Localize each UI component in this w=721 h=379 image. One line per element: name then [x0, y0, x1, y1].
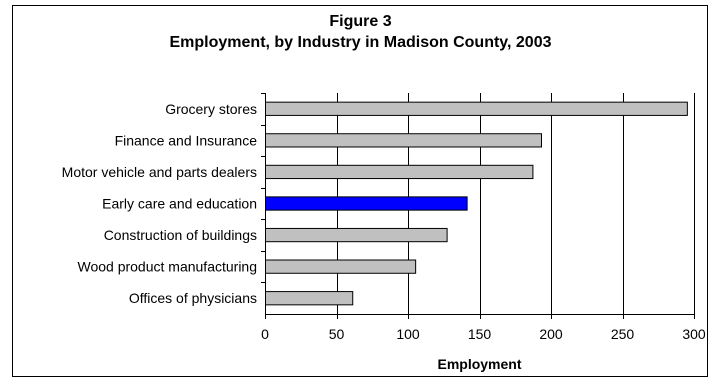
- x-tick-label: 150: [468, 326, 492, 342]
- category-label: Grocery stores: [165, 101, 257, 117]
- category-labels: Grocery stores Finance and Insurance Motor…: [62, 101, 258, 306]
- x-tick-label: 200: [539, 326, 563, 342]
- bar-finance-and-insurance: [265, 133, 542, 148]
- category-label: Wood product manufacturing: [77, 259, 257, 275]
- x-tick-label: 50: [329, 326, 345, 342]
- category-label: Early care and education: [102, 196, 257, 212]
- category-label: Construction of buildings: [104, 227, 257, 243]
- x-tick-label: 0: [261, 326, 269, 342]
- gridlines: [337, 93, 695, 314]
- category-label: Motor vehicle and parts dealers: [62, 164, 257, 180]
- bar-motor-vehicle-and-parts-dealers: [265, 164, 534, 180]
- figure-label: Figure 3: [329, 13, 392, 30]
- bar-wood-product-manufacturing: [265, 259, 417, 274]
- axes: [261, 93, 695, 319]
- category-label: Offices of physicians: [129, 290, 257, 306]
- bar-offices-of-physicians: [265, 291, 354, 306]
- bars: [265, 101, 688, 306]
- bar-construction-of-buildings: [265, 227, 448, 243]
- x-tick-label: 250: [611, 326, 635, 342]
- category-label: Finance and Insurance: [115, 132, 258, 148]
- chart-title: Employment, by Industry in Madison Count…: [169, 34, 552, 51]
- x-tick-label: 300: [682, 326, 706, 342]
- bar-grocery-stores: [265, 101, 688, 116]
- x-axis-title: Employment: [437, 356, 521, 372]
- x-tick-label: 100: [396, 326, 420, 342]
- x-tick-labels: 0 50 100 150 200 250 300: [261, 326, 706, 342]
- bar-early-care-and-education: [265, 196, 468, 211]
